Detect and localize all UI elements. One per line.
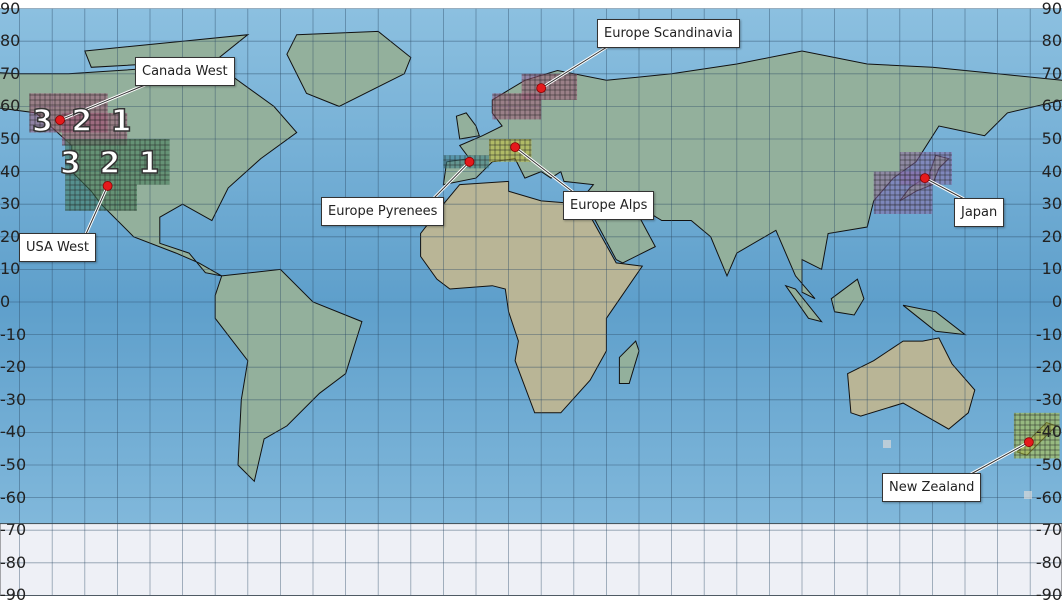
grey-cell	[1024, 491, 1032, 499]
landmass-greenland	[286, 30, 412, 107]
region-label[interactable]: Europe Alps	[563, 191, 655, 220]
region-marker	[920, 173, 930, 184]
lat-tick-left: -90	[0, 585, 27, 603]
lat-tick-right: -70	[1035, 520, 1062, 540]
lat-tick-right: -10	[1035, 324, 1062, 344]
lat-tick-right: -50	[1035, 455, 1062, 474]
callout-leader	[924, 177, 965, 200]
lat-tick-right: 60	[1041, 96, 1062, 116]
lat-tick-right: 80	[1041, 31, 1062, 51]
lat-tick-left: -60	[0, 487, 27, 507]
landmass-australia	[847, 337, 976, 430]
region-marker	[464, 156, 475, 167]
landmass-new-guinea	[902, 304, 967, 336]
region-label[interactable]: Europe Scandinavia	[597, 19, 740, 48]
lat-tick-right: -40	[1035, 422, 1062, 442]
lat-tick-left: 20	[0, 226, 21, 246]
region-marker	[1023, 437, 1034, 448]
callout-leader	[514, 146, 574, 193]
lat-tick-right: 70	[1041, 63, 1062, 83]
lat-tick-right: -60	[1035, 487, 1062, 507]
lat-tick-left: 70	[0, 63, 21, 83]
callout-leader	[85, 185, 109, 235]
region-label[interactable]: Europe Pyrenees	[321, 197, 445, 226]
callout-leader	[970, 441, 1030, 475]
lat-tick-left: 90	[0, 0, 21, 18]
lat-tick-right: -80	[1035, 552, 1062, 572]
lat-tick-left: 30	[0, 194, 21, 214]
lat-tick-left: 0	[0, 292, 11, 311]
zone-numbers: 3 2 1	[31, 103, 136, 140]
lat-tick-left: 60	[0, 96, 21, 116]
landmass-borneo	[830, 278, 865, 316]
callout-leader	[433, 161, 470, 199]
lat-tick-left: -80	[0, 552, 27, 572]
lat-tick-right: 20	[1041, 226, 1062, 246]
lat-tick-right: 40	[1041, 161, 1062, 181]
landmass-madagascar	[618, 340, 640, 384]
lat-tick-left: -70	[0, 520, 27, 540]
lat-tick-left: 80	[0, 31, 21, 51]
region-marker	[102, 181, 113, 191]
lat-tick-left: 10	[0, 259, 21, 279]
callout-leader	[540, 46, 608, 89]
lat-tick-right: 30	[1041, 194, 1062, 214]
region-marker	[510, 142, 521, 153]
lat-tick-right: 10	[1041, 259, 1062, 279]
landmass-south-america	[214, 268, 363, 483]
zone-numbers: 3 2 1	[59, 145, 164, 182]
region-marker	[55, 115, 65, 125]
grey-cell	[883, 440, 891, 448]
lat-tick-right: 0	[1051, 292, 1062, 311]
lat-tick-left: -30	[0, 389, 27, 409]
region-label[interactable]: USA West	[19, 233, 96, 262]
lat-tick-left: 50	[0, 129, 21, 148]
lat-tick-right: 90	[1041, 0, 1062, 18]
antarctica	[0, 523, 1062, 596]
region-label[interactable]: Canada West	[135, 57, 235, 86]
lat-tick-left: 40	[0, 161, 21, 181]
landmass-sumatra	[784, 284, 823, 323]
lat-tick-right: 50	[1041, 129, 1062, 148]
lat-tick-right: -90	[1035, 585, 1062, 603]
region-grid-cells	[1013, 412, 1060, 459]
region-label[interactable]: Japan	[954, 198, 1005, 227]
lat-tick-left: -10	[0, 324, 27, 344]
region-grid-cells	[489, 139, 532, 162]
region-grid-cells	[136, 139, 170, 185]
lat-tick-left: -50	[0, 455, 27, 474]
lat-tick-left: -40	[0, 422, 27, 442]
callout-leader	[59, 84, 146, 121]
region-marker	[536, 83, 547, 94]
lat-tick-right: -30	[1035, 389, 1062, 409]
region-grid-cells	[521, 73, 578, 100]
region-label[interactable]: New Zealand	[882, 473, 982, 502]
lat-tick-left: -20	[0, 357, 27, 377]
lat-tick-right: -20	[1035, 357, 1062, 377]
